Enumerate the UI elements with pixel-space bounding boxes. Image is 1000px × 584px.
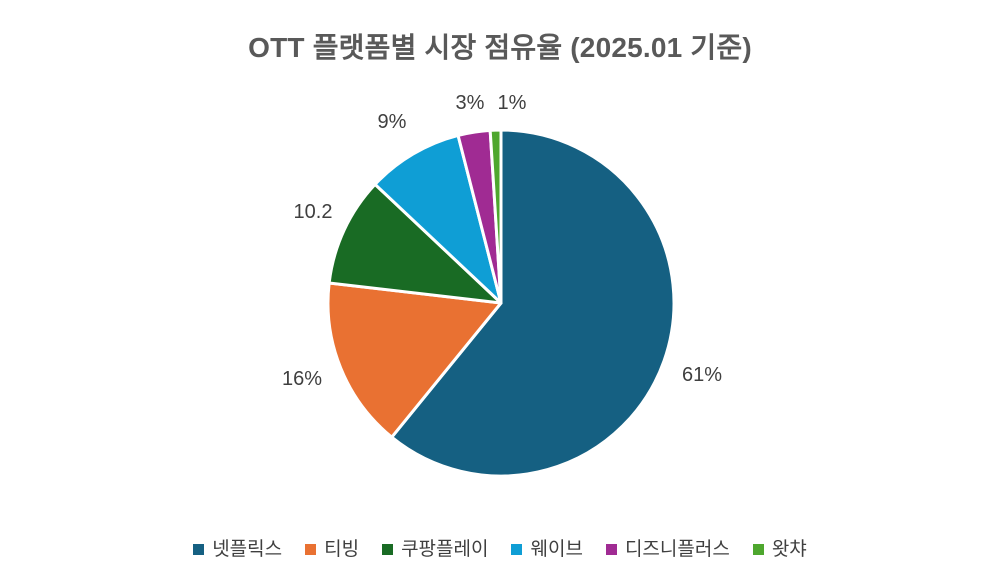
legend: 넷플릭스 티빙 쿠팡플레이 웨이브 디즈니플러스 왓챠 xyxy=(0,540,1000,559)
legend-item: 티빙 xyxy=(305,540,359,559)
pie-slice xyxy=(327,182,503,305)
slice-data-label: 16% xyxy=(281,368,323,390)
legend-item: 넷플릭스 xyxy=(193,540,282,559)
pie-slice xyxy=(373,133,503,305)
legend-swatch-icon xyxy=(382,544,394,555)
legend-item: 왓챠 xyxy=(752,539,807,560)
legend-label: 쿠팡플레이 xyxy=(401,539,489,560)
legend-swatch-icon xyxy=(193,544,205,555)
slice-data-label: 3% xyxy=(455,92,485,114)
slice-data-label: 10.2 xyxy=(293,201,333,223)
legend-label: 디즈니플러스 xyxy=(624,539,730,560)
legend-item: 웨이브 xyxy=(511,539,583,560)
legend-label: 왓챠 xyxy=(771,539,807,560)
slice-data-label: 61% xyxy=(681,364,723,386)
chart-title: OTT 플랫폼별 시장 점유율 (2025.01 기준) xyxy=(248,32,752,63)
legend-swatch-icon xyxy=(511,544,523,555)
legend-swatch-icon xyxy=(305,544,317,555)
legend-label: 티빙 xyxy=(324,539,360,560)
legend-item: 쿠팡플레이 xyxy=(382,540,488,559)
slice-data-label: 9% xyxy=(377,111,407,133)
legend-item: 디즈니플러스 xyxy=(605,539,730,560)
pie-slice xyxy=(488,128,503,305)
pie-slice xyxy=(390,128,676,478)
legend-swatch-icon xyxy=(605,544,617,555)
legend-swatch-icon xyxy=(752,544,764,555)
slice-data-label: 1% xyxy=(497,92,527,114)
pie-slice xyxy=(326,281,503,439)
legend-label: 웨이브 xyxy=(530,539,583,560)
legend-label: 넷플릭스 xyxy=(212,539,283,560)
